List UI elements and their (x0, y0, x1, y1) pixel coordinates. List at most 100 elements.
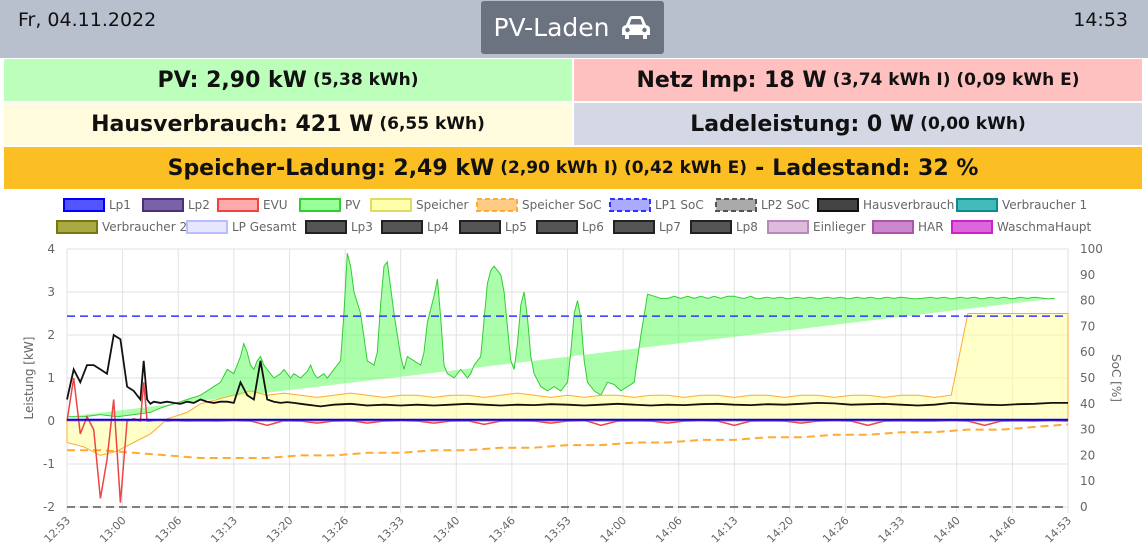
legend-item: Verbraucher 2 (56, 220, 187, 234)
y2-axis-label: SoC [%] (1109, 354, 1123, 402)
legend-swatch (536, 220, 578, 234)
legend-label: Lp5 (505, 220, 527, 234)
x-tick-label: 14:46 (987, 514, 1019, 546)
legend-swatch (690, 220, 732, 234)
legend-item: PV (299, 198, 361, 212)
legend-swatch (299, 198, 341, 212)
y-tick-label: 1 (47, 371, 55, 385)
charge-label: Ladeleistung: 0 W (690, 111, 915, 137)
grid-line-series (66, 377, 1069, 503)
x-tick-label: 13:00 (97, 514, 129, 546)
legend-swatch (459, 220, 501, 234)
legend-item: Hausverbrauch (817, 198, 954, 212)
y2-tick-label: 70 (1080, 319, 1095, 333)
legend-swatch (715, 198, 757, 212)
legend-label: Speicher (416, 198, 469, 212)
y-axis-label: Leistung [kW] (22, 337, 36, 420)
legend-swatch (381, 220, 423, 234)
x-tick-label: 14:06 (653, 514, 685, 546)
legend-swatch (817, 198, 859, 212)
legend-item: Einlieger (767, 220, 866, 234)
legend-label: Lp2 (188, 198, 210, 212)
legend-label: PV (345, 198, 361, 212)
legend-label: LP2 SoC (761, 198, 810, 212)
x-tick-label: 13:33 (375, 514, 407, 546)
storage-label: Speicher-Ladung: 2,49 kW (167, 155, 495, 181)
legend-label: Lp4 (427, 220, 449, 234)
y-tick-label: 3 (47, 285, 55, 299)
legend-item: Verbraucher 1 (956, 198, 1087, 212)
legend-swatch (609, 198, 651, 212)
legend-swatch (305, 220, 347, 234)
x-tick-label: 13:53 (542, 514, 574, 546)
storage-tile: Speicher-Ladung: 2,49 kW (2,90 kWh I) (0… (4, 147, 1142, 189)
legend-item: Lp4 (381, 220, 449, 234)
charging-power-tile: Ladeleistung: 0 W (0,00 kWh) (574, 103, 1142, 145)
storage-detail: (2,90 kWh I) (0,42 kWh E) (500, 158, 748, 178)
legend-swatch (63, 198, 105, 212)
legend-label: HAR (918, 220, 944, 234)
power-chart: Lp1 Lp2 EVU PV Speicher Speicher SoC LP1 SoC LP… (22, 198, 1123, 546)
legend-item: Lp7 (613, 220, 681, 234)
legend-swatch (56, 220, 98, 234)
house-label: Hausverbrauch: 421 W (91, 111, 374, 137)
legend-swatch (476, 198, 518, 212)
legend-item: LP2 SoC (715, 198, 810, 212)
legend-item: Lp8 (690, 220, 758, 234)
chart-legend: Lp1 Lp2 EVU PV Speicher Speicher SoC LP1 SoC LP… (56, 198, 1092, 234)
grid-detail: (3,74 kWh I) (0,09 kWh E) (832, 70, 1080, 90)
x-tick-label: 14:40 (931, 514, 963, 546)
legend-label: WaschmaHaupt (997, 220, 1092, 234)
pv-label: PV: 2,90 kW (157, 67, 307, 93)
x-tick-label: 13:20 (264, 514, 296, 546)
house-consumption-tile: Hausverbrauch: 421 W (6,55 kWh) (4, 103, 572, 145)
legend-swatch (613, 220, 655, 234)
y2-tick-label: 0 (1080, 500, 1088, 514)
legend-item: EVU (217, 198, 288, 212)
x-tick-label: 14:26 (820, 514, 852, 546)
legend-swatch (186, 220, 228, 234)
y2-tick-label: 80 (1080, 294, 1095, 308)
x-tick-label: 14:00 (598, 514, 630, 546)
legend-label: LP Gesamt (232, 220, 297, 234)
legend-item: LP1 SoC (609, 198, 704, 212)
x-tick-label: 14:20 (764, 514, 796, 546)
legend-label: Lp7 (659, 220, 681, 234)
y-tick-label: -1 (43, 457, 55, 471)
legend-item: Lp3 (305, 220, 373, 234)
legend-item: LP Gesamt (186, 220, 297, 234)
legend-label: EVU (263, 198, 288, 212)
x-tick-label: 13:26 (320, 514, 352, 546)
y2-tick-label: 60 (1080, 345, 1095, 359)
storage-separator: - (755, 155, 765, 181)
legend-label: Lp8 (736, 220, 758, 234)
legend-label: Lp6 (582, 220, 604, 234)
house-detail: (6,55 kWh) (379, 114, 485, 134)
x-tick-label: 13:06 (153, 514, 185, 546)
legend-label: Verbraucher 1 (1002, 198, 1087, 212)
date-display: Fr, 04.11.2022 (18, 9, 157, 31)
legend-label: Verbraucher 2 (102, 220, 187, 234)
legend-item: Lp1 (63, 198, 131, 212)
time-display: 14:53 (1073, 9, 1128, 31)
charge-detail: (0,00 kWh) (920, 114, 1026, 134)
legend-swatch (872, 220, 914, 234)
grid-tile: Netz Imp: 18 W (3,74 kWh I) (0,09 kWh E) (574, 59, 1142, 101)
legend-swatch (370, 198, 412, 212)
charge-mode-button[interactable]: PV-Laden (481, 1, 664, 54)
car-icon (621, 15, 650, 39)
chart-lines (66, 315, 1069, 508)
legend-label: Einlieger (813, 220, 866, 234)
y2-tick-label: 20 (1080, 448, 1095, 462)
legend-label: LP1 SoC (655, 198, 704, 212)
x-tick-label: 14:53 (1043, 514, 1075, 546)
y2-tick-label: 90 (1080, 268, 1095, 282)
y2-tick-label: 50 (1080, 371, 1095, 385)
legend-item: Lp5 (459, 220, 527, 234)
y2-tick-label: 100 (1080, 242, 1103, 256)
y-tick-label: 2 (47, 328, 55, 342)
x-tick-label: 13:13 (208, 514, 240, 546)
storage-soc-label: Ladestand: 32 % (772, 155, 979, 181)
legend-swatch (956, 198, 998, 212)
y2-tick-label: 40 (1080, 397, 1095, 411)
